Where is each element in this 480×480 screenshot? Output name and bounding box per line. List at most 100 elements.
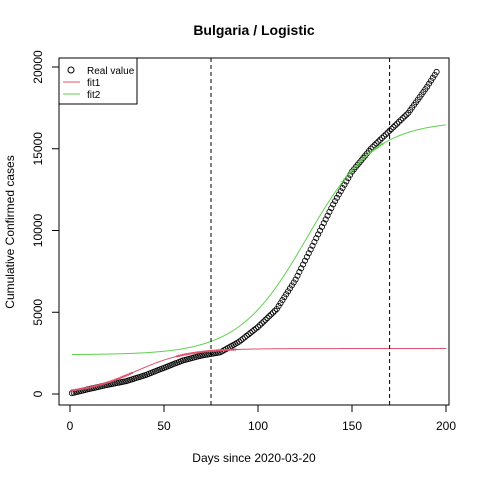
data-point (270, 309, 277, 316)
x-axis-label: Days since 2020-03-20 (192, 451, 316, 465)
data-point (315, 231, 322, 238)
x-tick-label: 0 (67, 419, 74, 433)
fit1-overlay-point (123, 374, 126, 378)
data-point (290, 279, 297, 286)
fit1-overlay-point (207, 349, 211, 353)
fit1-line (71, 348, 446, 391)
fit1-overlay-point (121, 375, 124, 379)
fit1-overlay-point (128, 372, 132, 375)
data-point (288, 282, 295, 289)
y-axis-label: Cumulative Confirmed cases (3, 155, 17, 308)
data-point (307, 246, 314, 253)
fit1-overlay-point (217, 349, 220, 352)
data-point (324, 212, 331, 219)
data-point (318, 223, 325, 230)
data-point (313, 235, 320, 242)
fit1-overlay-point (228, 348, 231, 351)
y-tick-label: 20000 (31, 50, 45, 84)
fit1-overlay-point (115, 377, 119, 381)
plot-area (68, 58, 447, 405)
fit2-overlay-point (363, 155, 367, 159)
data-point (390, 124, 397, 131)
data-point (251, 326, 258, 333)
data-point (382, 131, 389, 138)
data-point (286, 285, 293, 292)
fit1-overlay-point (93, 385, 96, 388)
reference-lines (210, 58, 391, 405)
data-point (337, 188, 344, 195)
fit1-overlay-point (119, 376, 122, 379)
data-point (271, 307, 278, 314)
y-tick-label: 5000 (31, 299, 45, 326)
x-tick-label: 50 (157, 419, 171, 433)
fit2-overlay-point (367, 152, 371, 155)
data-point (301, 257, 308, 264)
fit1-overlay-point (224, 348, 228, 352)
data-point (309, 242, 316, 249)
fit1-overlay-point (125, 374, 128, 377)
fit1-overlay-point (76, 388, 79, 391)
fit1-overlay-point (177, 354, 181, 358)
fit1-overlay-point (117, 377, 121, 380)
fit1-overlay-point (234, 348, 237, 351)
data-point (427, 77, 434, 84)
fit1-overlay-point (100, 383, 104, 386)
data-point (239, 335, 246, 342)
data-point (380, 133, 387, 140)
x-axis: 0 50 100 150 200 (67, 404, 456, 433)
fit1-overlay-point (179, 354, 183, 357)
data-point (424, 83, 431, 90)
fit1-overlay-point (130, 371, 134, 375)
legend: Real value fit1 fit2 (58, 57, 138, 105)
fit2-overlay-point (380, 143, 384, 146)
fit1-overlay-point (209, 349, 213, 353)
data-point (426, 80, 433, 87)
data-point (254, 323, 261, 330)
fit2-overlay-point (362, 157, 365, 160)
data-point (335, 191, 342, 198)
data-point (275, 303, 282, 310)
data-point (245, 331, 252, 338)
fit1-overlay-point (74, 388, 77, 392)
y-tick-label: 15000 (31, 132, 45, 166)
x-tick-label: 200 (436, 419, 456, 433)
data-point (264, 314, 271, 321)
data-point (395, 118, 402, 125)
fit1-overlay-point (183, 353, 186, 356)
x-tick-label: 150 (342, 419, 362, 433)
data-point (394, 120, 401, 127)
fit1-overlay-point (206, 350, 209, 353)
data-point (300, 261, 307, 268)
fit2-overlay-point (360, 159, 363, 162)
data-point (256, 322, 263, 329)
data-point (298, 265, 305, 272)
fit2-overlay-point (341, 180, 344, 183)
data-point (241, 334, 248, 341)
fit1-overlay-point (232, 348, 235, 351)
fit1-overlay-point (222, 348, 226, 352)
data-point (236, 338, 243, 345)
data-point (279, 297, 286, 304)
data-point (285, 288, 292, 295)
fit2-overlay-point (345, 175, 348, 179)
data-point (268, 311, 275, 318)
fit1-overlay-point (213, 349, 216, 352)
fit2-overlay-point (373, 148, 376, 151)
data-point (322, 216, 329, 223)
data-point (247, 329, 254, 336)
fit1-overlay-point (91, 385, 94, 388)
fit2-overlay-point (356, 162, 359, 166)
data-point (333, 194, 340, 201)
data-point (330, 201, 337, 208)
fit1-overlay-point (112, 379, 115, 382)
fit2-overlay-point (371, 149, 374, 152)
data-point (258, 320, 265, 327)
real-value-series (68, 68, 440, 397)
fit2-overlay-point (365, 154, 369, 157)
fit1-overlay-point (127, 373, 130, 376)
data-point (260, 318, 267, 325)
fit2-overlay-point (347, 173, 350, 176)
data-point (283, 291, 290, 298)
fit1-overlay-point (187, 352, 190, 356)
fit1-overlay-point (95, 384, 98, 387)
